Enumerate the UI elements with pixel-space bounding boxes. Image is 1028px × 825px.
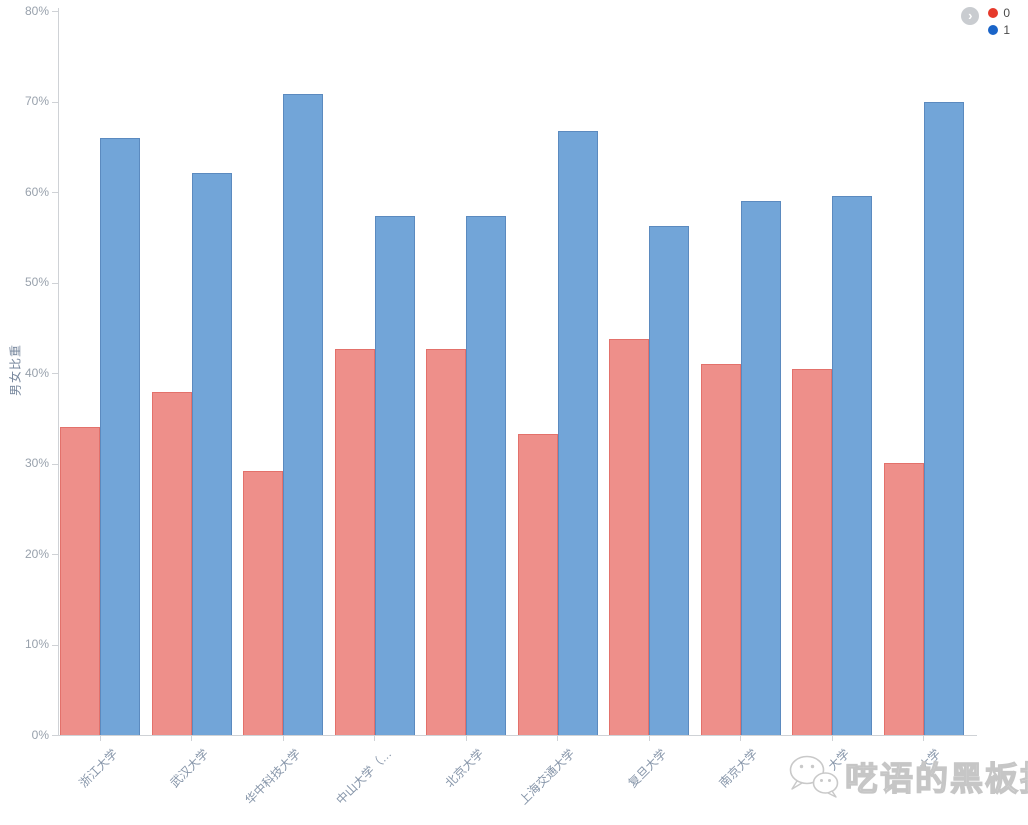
legend-dot-icon <box>988 25 999 35</box>
bar-series-1-大学[interactable] <box>923 102 964 735</box>
y-tick <box>52 644 58 646</box>
bar-series-0-浙江大学[interactable] <box>60 427 100 735</box>
y-tick-label: 40% <box>24 365 49 380</box>
y-tick <box>52 554 58 555</box>
y-tick-label: 20% <box>24 546 49 561</box>
y-tick <box>52 373 58 374</box>
y-tick-label: 60% <box>24 184 49 199</box>
y-tick-label: 10% <box>24 637 49 651</box>
x-tick <box>740 735 741 741</box>
y-tick <box>52 101 58 103</box>
y-axis-line <box>58 8 59 735</box>
wechat-icon <box>789 755 839 798</box>
bar-series-0-中山大学（…[interactable] <box>334 349 375 735</box>
bar-series-1-大学[interactable] <box>832 195 872 735</box>
y-tick <box>52 463 58 465</box>
bar-series-1-上海交通大学[interactable] <box>557 131 598 735</box>
x-tick <box>282 735 284 741</box>
bar-series-1-中山大学（…[interactable] <box>374 215 415 735</box>
x-tick <box>191 735 192 741</box>
legend-item-label: 0 <box>1003 6 1010 20</box>
bar-series-1-华中科技大学[interactable] <box>283 94 323 735</box>
x-tick-label: 上海交通大学 <box>516 746 578 808</box>
bar-series-1-武汉大学[interactable] <box>191 172 232 735</box>
bar-series-1-复旦大学[interactable] <box>649 226 689 735</box>
legend-item-1[interactable]: 1 <box>988 24 1010 36</box>
x-tick <box>648 735 650 741</box>
watermark: 呓语的黑板报 <box>786 752 1028 800</box>
bar-series-0-北京大学[interactable] <box>426 348 466 735</box>
x-tick <box>374 735 375 741</box>
y-tick-label: 30% <box>24 456 49 470</box>
bar-series-0-华中科技大学[interactable] <box>243 470 283 735</box>
bar-series-0-大学[interactable] <box>883 462 924 735</box>
bar-series-0-南京大学[interactable] <box>700 363 741 735</box>
x-tick <box>99 735 101 741</box>
x-tick-label: 华中科技大学 <box>242 746 304 808</box>
bar-series-0-大学[interactable] <box>792 369 832 735</box>
x-tick <box>923 735 924 741</box>
bar-series-0-武汉大学[interactable] <box>151 392 192 735</box>
x-tick-label: 中山大学（… <box>333 746 395 808</box>
y-tick-label: 80% <box>24 3 49 18</box>
watermark-text: 呓语的黑板报 <box>844 759 1028 797</box>
x-axis-line <box>58 735 977 736</box>
legend-dot-icon <box>988 8 999 18</box>
x-tick-label: 复旦大学 <box>625 746 670 791</box>
bar-series-0-上海交通大学[interactable] <box>517 433 558 735</box>
y-tick-label: 0% <box>31 727 49 742</box>
y-tick <box>52 192 58 193</box>
y-tick <box>52 282 58 284</box>
x-tick-label: 北京大学 <box>442 746 487 791</box>
bar-series-1-南京大学[interactable] <box>740 201 781 735</box>
bar-series-0-复旦大学[interactable] <box>609 338 649 735</box>
x-tick-label: 浙江大学 <box>76 746 121 791</box>
chevron-right-icon: › <box>968 8 973 23</box>
y-tick <box>52 11 58 12</box>
x-tick <box>465 735 467 741</box>
legend-expander-button[interactable]: › <box>961 7 980 25</box>
y-tick-label: 70% <box>24 94 49 108</box>
x-tick <box>557 735 558 741</box>
legend-item-label: 1 <box>1003 23 1010 37</box>
legend-item-0[interactable]: 0 <box>988 7 1010 19</box>
bar-series-1-北京大学[interactable] <box>466 216 506 735</box>
y-tick-label: 50% <box>24 275 49 289</box>
x-tick-label: 南京大学 <box>716 746 761 791</box>
x-tick <box>831 735 833 741</box>
bar-series-1-浙江大学[interactable] <box>100 137 140 735</box>
y-tick <box>52 735 58 736</box>
x-tick-label: 武汉大学 <box>167 746 212 791</box>
